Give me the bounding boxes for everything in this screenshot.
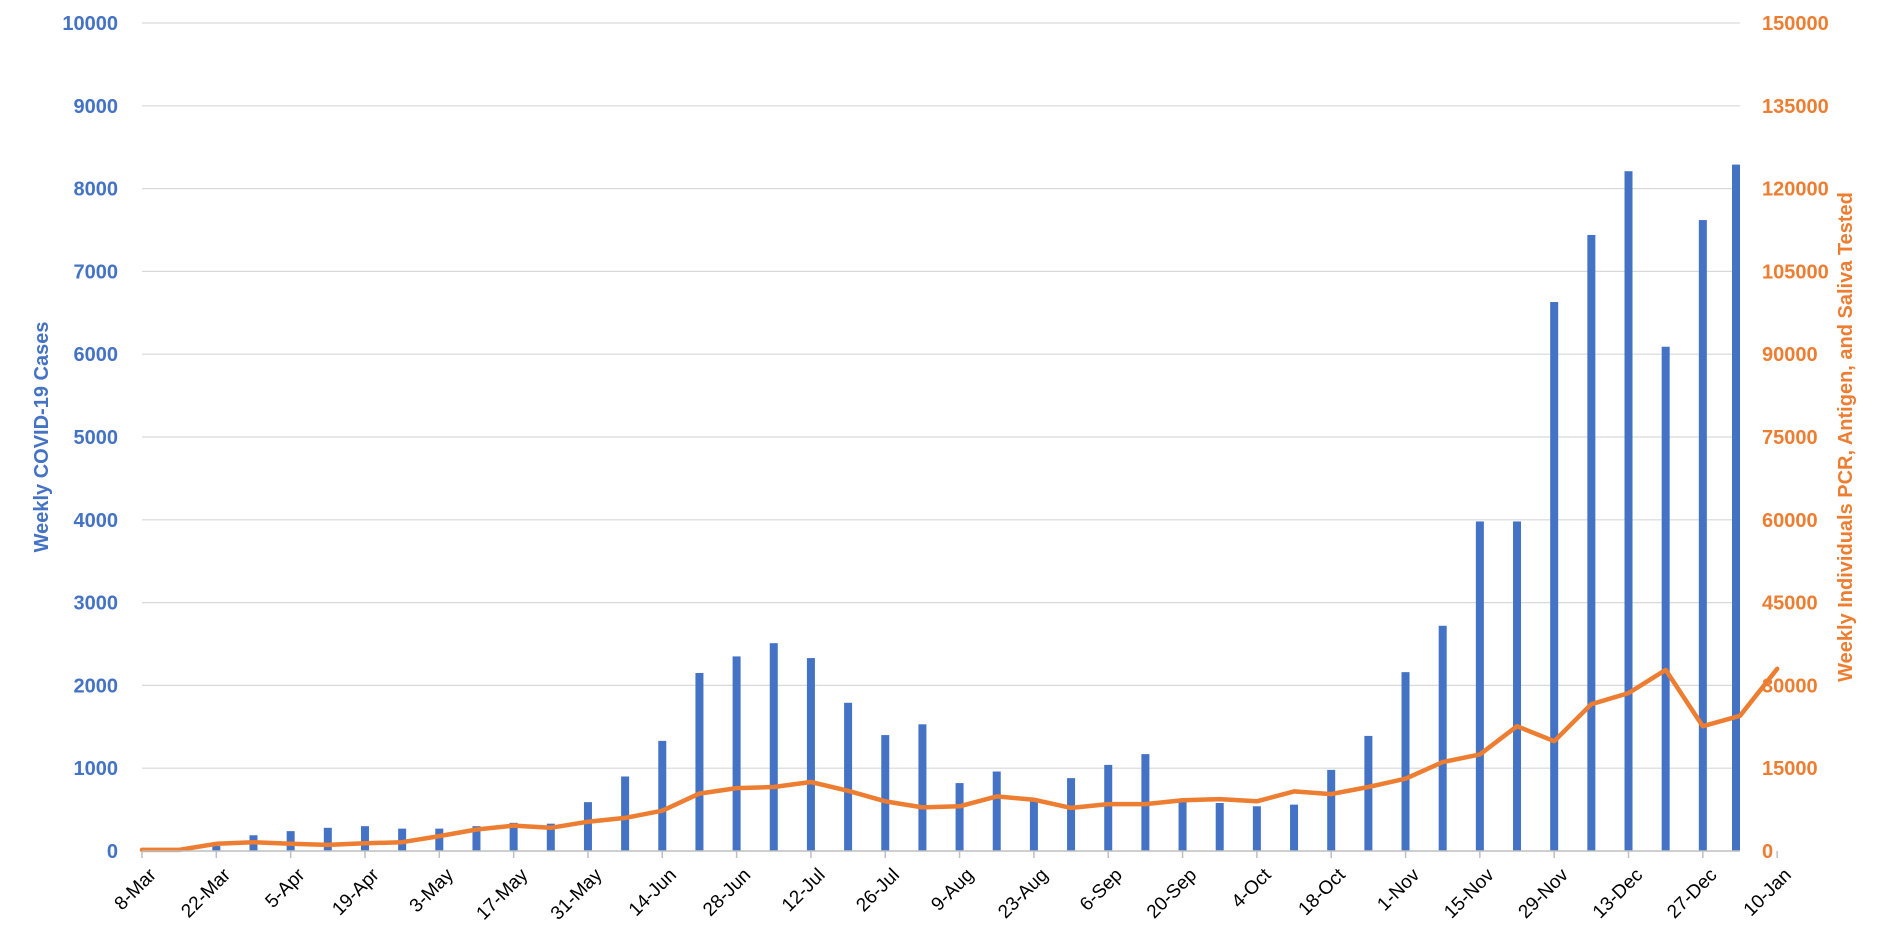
case-bar	[212, 846, 221, 851]
case-bar	[1401, 672, 1410, 851]
left-y-tick-label: 5000	[74, 427, 119, 449]
case-bar	[955, 783, 964, 851]
case-bar	[1364, 735, 1373, 851]
case-bar	[1029, 799, 1038, 851]
case-bar	[1698, 220, 1707, 852]
case-bar	[769, 643, 778, 851]
case-bar	[1513, 521, 1522, 851]
case-bar	[1290, 804, 1299, 851]
case-bar	[732, 656, 741, 851]
right-y-tick-label: 45000	[1762, 593, 1818, 615]
right-y-tick-label: 120000	[1762, 179, 1829, 201]
left-y-tick-label: 8000	[74, 179, 119, 201]
cases-bars	[142, 164, 1740, 852]
x-tick-label: 4-Oct	[1228, 864, 1276, 912]
case-bar	[1252, 806, 1261, 851]
right-y-tick-label: 90000	[1762, 344, 1818, 366]
case-bar	[472, 826, 481, 851]
right-y-tick-label: 135000	[1762, 96, 1829, 118]
case-bar	[621, 776, 630, 851]
x-tick-label: 13-Dec	[1589, 865, 1647, 923]
case-bar	[509, 822, 518, 851]
x-tick-label: 19-Apr	[328, 864, 384, 920]
left-y-tick-label: 3000	[74, 593, 119, 615]
left-y-tick-label: 7000	[74, 261, 119, 283]
right-y-tick-label: 150000	[1762, 13, 1829, 35]
x-tick-label: 18-Oct	[1295, 864, 1351, 920]
x-tick-label: 15-Nov	[1440, 864, 1499, 923]
tested-line	[139, 666, 1780, 853]
tested-series-line	[139, 666, 1780, 853]
x-tick-label: 3-May	[406, 864, 459, 917]
case-bar	[1661, 346, 1670, 851]
right-y-tick-label: 0	[1762, 841, 1773, 863]
right-axis-label: Weekly Individuals PCR, Antigen, and Sal…	[1835, 192, 1857, 682]
x-tick-label: 31-May	[547, 864, 607, 924]
case-bar	[992, 771, 1001, 851]
axes	[141, 850, 1778, 858]
case-bar	[1550, 302, 1559, 851]
left-y-tick-label: 0	[107, 841, 118, 863]
left-y-tick-labels: 0 1000 2000 3000 4000 5000 6000 7000 8000 9000 100…	[62, 13, 118, 863]
x-tick-label: 27-Dec	[1663, 865, 1721, 923]
right-y-tick-label: 105000	[1762, 261, 1829, 283]
x-tick-label: 26-Jul	[852, 865, 903, 916]
x-tick-label: 10-Jan	[1740, 865, 1796, 921]
x-tick-labels: 8-Mar 22-Mar 5-Apr 19-Apr 3-May 17-May 31-May 1…	[111, 864, 1796, 924]
case-bar	[1732, 164, 1740, 851]
right-y-tick-label: 75000	[1762, 427, 1818, 449]
case-bar	[881, 735, 890, 851]
right-y-tick-label: 30000	[1762, 675, 1818, 697]
case-bar	[1438, 625, 1447, 851]
x-tick-label: 23-Aug	[994, 865, 1052, 923]
x-tick-label: 6-Sep	[1076, 865, 1127, 916]
case-bar	[398, 828, 407, 851]
case-bar	[583, 802, 592, 851]
left-axis-label: Weekly COVID-19 Cases	[31, 322, 53, 553]
case-bar	[1327, 769, 1336, 851]
case-bar	[695, 672, 704, 851]
left-y-tick-label: 4000	[74, 510, 119, 532]
x-tick-label: 29-Nov	[1515, 864, 1574, 923]
gridlines	[142, 22, 1740, 769]
case-bar	[286, 831, 295, 851]
left-y-tick-label: 2000	[74, 675, 119, 697]
case-bar	[1587, 234, 1596, 851]
case-bar	[1104, 764, 1113, 851]
x-tick-label: 14-Jun	[625, 865, 681, 921]
case-bar	[1067, 778, 1076, 851]
case-bar	[546, 823, 555, 851]
x-tick-label: 20-Sep	[1143, 865, 1201, 923]
x-tick-label: 22-Mar	[178, 864, 236, 922]
case-bar	[1215, 802, 1224, 851]
x-tick-label: 5-Apr	[262, 864, 310, 912]
right-y-tick-label: 15000	[1762, 758, 1818, 780]
case-bar	[323, 827, 332, 851]
case-bar	[1624, 171, 1633, 851]
x-tick-label: 12-Jul	[778, 865, 829, 916]
case-bar	[918, 724, 927, 851]
x-tick-label: 28-Jun	[699, 865, 755, 921]
x-tick-label: 9-Aug	[927, 865, 978, 916]
x-tick-label: 8-Mar	[111, 864, 161, 914]
left-y-tick-label: 6000	[74, 344, 119, 366]
left-y-tick-label: 10000	[62, 13, 118, 35]
left-y-tick-label: 9000	[74, 96, 119, 118]
case-bar	[1178, 801, 1187, 851]
right-y-tick-label: 60000	[1762, 510, 1818, 532]
case-bar	[806, 658, 815, 851]
case-bar	[360, 826, 369, 851]
x-tick-label: 17-May	[473, 864, 533, 924]
case-bar	[1475, 521, 1484, 851]
right-y-tick-labels: 0 15000 30000 45000 60000 75000 90000 105000 120…	[1762, 13, 1829, 863]
case-bar	[844, 702, 853, 851]
case-bar	[435, 828, 444, 851]
x-tick-label: 1-Nov	[1373, 864, 1424, 915]
case-bar	[658, 740, 667, 851]
left-y-tick-label: 1000	[74, 758, 119, 780]
